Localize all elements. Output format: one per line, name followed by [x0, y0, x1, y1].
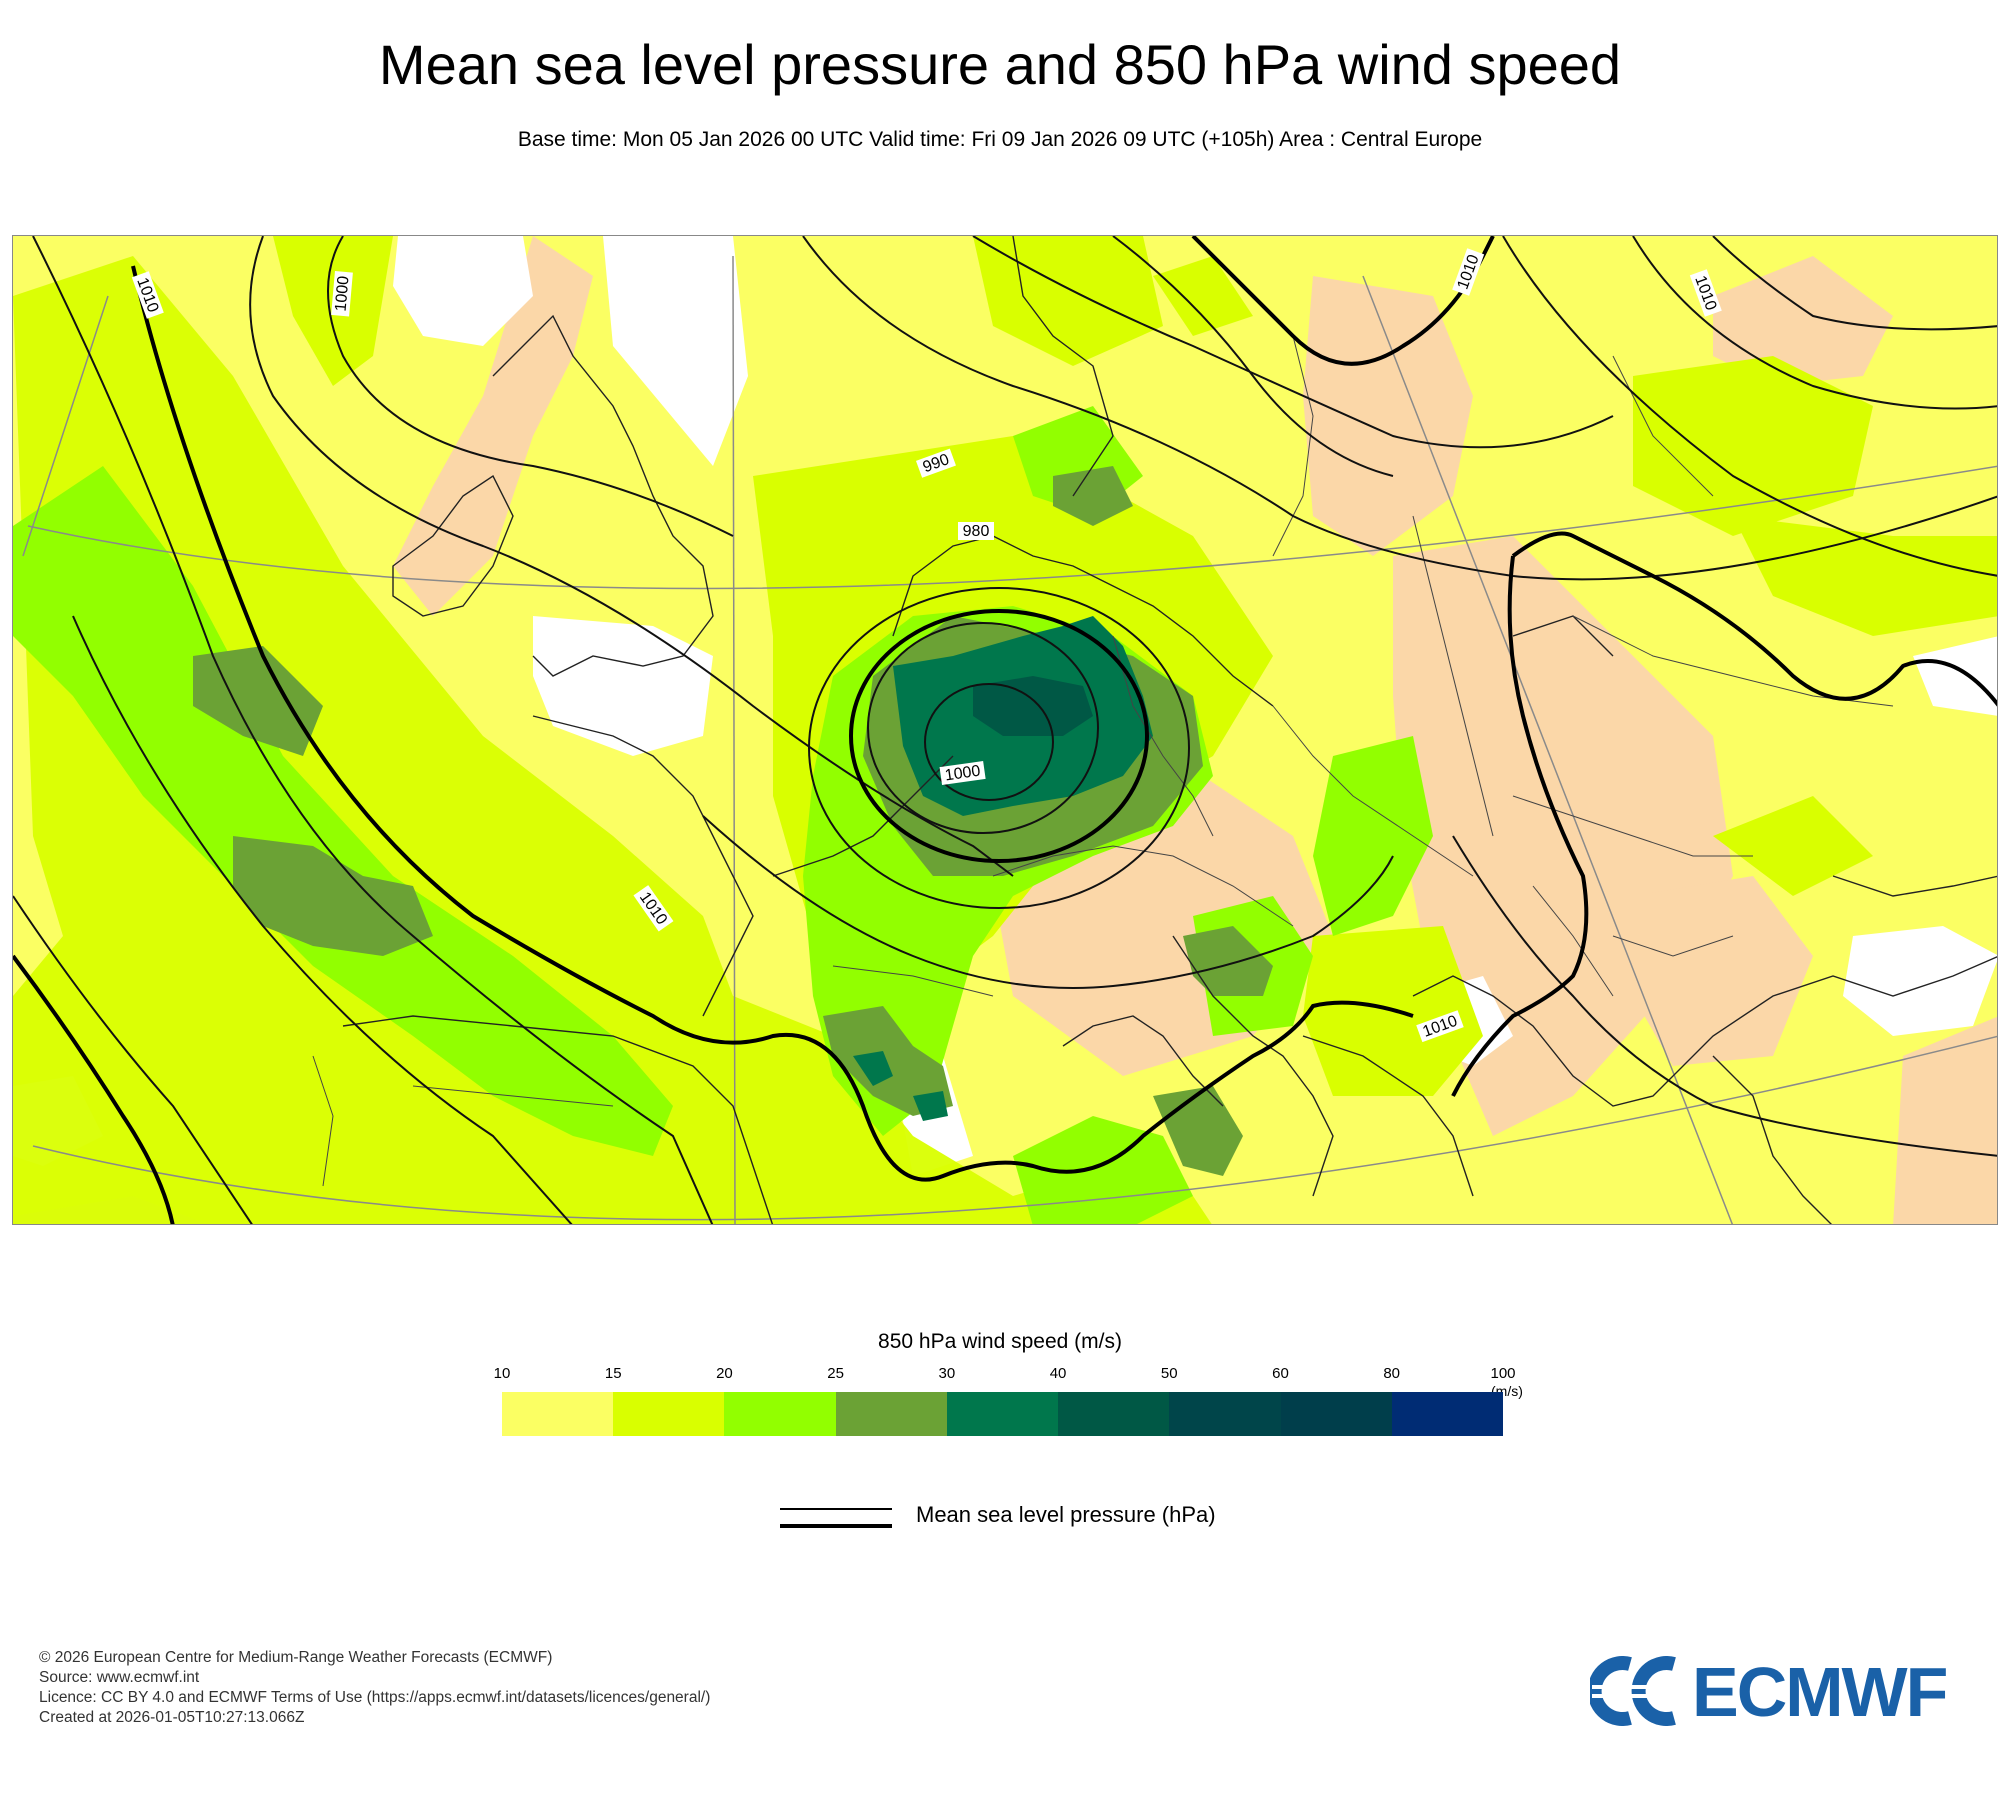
chart-subtitle: Base time: Mon 05 Jan 2026 00 UTC Valid …: [517, 128, 1483, 151]
coastlines: [342, 236, 1997, 1224]
map-svg: 1010 1000 1010 1010 990 980 1000 1010 10…: [13, 236, 1997, 1224]
footer-created: Created at 2026-01-05T10:27:13.066Z: [39, 1709, 305, 1726]
colorbar-tick: 40: [1049, 1365, 1067, 1382]
colorbar-cell: [1391, 1392, 1503, 1436]
colorbar-tick: 10: [493, 1365, 511, 1382]
colorbar-tick: 15: [604, 1365, 622, 1382]
country-borders: [312, 335, 1894, 1187]
footer-source: Source: www.ecmwf.int: [39, 1669, 200, 1686]
ecmwf-logo-text: ECMWF: [1692, 1653, 1948, 1731]
pressure-legend: Mean sea level pressure (hPa): [780, 1500, 1220, 1540]
isobar-label-1000-low: 1000: [939, 761, 986, 786]
colorbar-cell: [1058, 1392, 1170, 1436]
svg-text:1000: 1000: [944, 763, 982, 785]
wind-40-50-areas: [973, 676, 1093, 736]
colorbar-cell: [724, 1392, 836, 1436]
colorbar-cell: [613, 1392, 725, 1436]
colorbar-tick: 20: [716, 1365, 733, 1382]
colorbar-title: 850 hPa wind speed (m/s): [878, 1330, 1122, 1353]
svg-text:1000: 1000: [332, 275, 352, 312]
colorbar: [502, 1392, 1503, 1436]
isobar-line-icon: [780, 1504, 892, 1534]
isobars-thick: [13, 236, 1997, 1224]
colorbar-cell: [946, 1392, 1059, 1436]
ecmwf-logo-icon: [1590, 1656, 1684, 1726]
footer-copyright: © 2026 European Centre for Medium-Range …: [39, 1649, 553, 1666]
colorbar-cell: [1169, 1392, 1281, 1436]
colorbar-tick: 30: [938, 1365, 956, 1382]
forecast-map[interactable]: 1010 1000 1010 1010 990 980 1000 1010 10…: [12, 235, 1998, 1225]
colorbar-tick: 80: [1383, 1365, 1401, 1382]
colorbar-ticks: 10 15 20 25 30 40 50 60 80 100: [494, 1365, 1516, 1387]
pressure-legend-label: Mean sea level pressure (hPa): [916, 1502, 1216, 1527]
chart-title: Mean sea level pressure and 850 hPa wind…: [378, 33, 1622, 96]
footer: © 2026 European Centre for Medium-Range …: [39, 1648, 710, 1728]
colorbar-cell: [502, 1392, 614, 1436]
isobars-thin: [13, 236, 1997, 1224]
colorbar-cell: [1280, 1392, 1392, 1436]
colorbar-tick: 60: [1272, 1365, 1289, 1382]
colorbar-tick: 50: [1160, 1365, 1178, 1382]
graticule: [22, 255, 1997, 1224]
colorbar-cell: [835, 1392, 947, 1436]
isobar-label-1000-north: 1000: [331, 271, 353, 317]
isobar-label-980: 980: [958, 522, 994, 540]
svg-text:980: 980: [963, 523, 990, 540]
colorbar-tick: 25: [827, 1365, 844, 1382]
ecmwf-logo[interactable]: ECMWF: [1590, 1650, 1970, 1731]
colorbar-tick: 100: [1490, 1365, 1516, 1382]
footer-licence: Licence: CC BY 4.0 and ECMWF Terms of Us…: [39, 1689, 711, 1706]
